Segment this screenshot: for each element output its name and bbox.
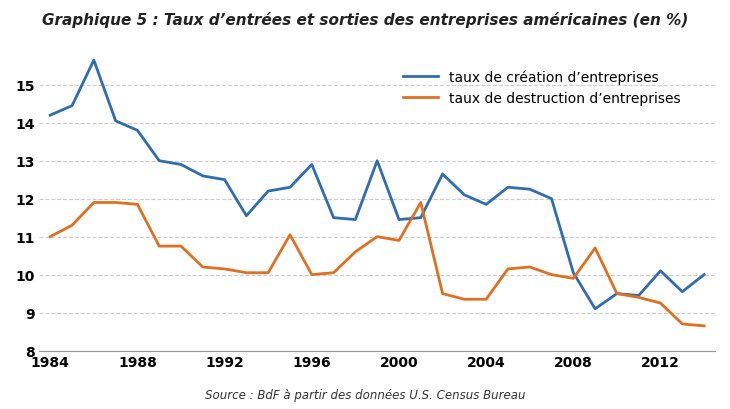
taux de création d’entreprises bbox=[569, 271, 577, 276]
taux de destruction d’entreprises bbox=[133, 202, 142, 207]
taux de destruction d’entreprises bbox=[199, 265, 207, 270]
taux de création d’entreprises bbox=[90, 58, 99, 63]
taux de destruction d’entreprises bbox=[285, 233, 294, 238]
taux de destruction d’entreprises bbox=[264, 271, 272, 276]
taux de destruction d’entreprises bbox=[504, 267, 512, 272]
taux de destruction d’entreprises bbox=[678, 322, 687, 327]
taux de destruction d’entreprises bbox=[612, 292, 621, 297]
taux de création d’entreprises bbox=[526, 187, 534, 192]
taux de destruction d’entreprises bbox=[460, 297, 469, 302]
taux de création d’entreprises bbox=[395, 218, 404, 222]
taux de création d’entreprises bbox=[460, 193, 469, 198]
taux de destruction d’entreprises bbox=[591, 246, 599, 251]
taux de destruction d’entreprises bbox=[569, 276, 577, 281]
taux de création d’entreprises bbox=[46, 113, 55, 118]
taux de création d’entreprises bbox=[177, 163, 185, 168]
taux de création d’entreprises bbox=[591, 307, 599, 312]
Line: taux de destruction d’entreprises: taux de destruction d’entreprises bbox=[50, 203, 704, 326]
taux de destruction d’entreprises bbox=[155, 244, 164, 249]
taux de création d’entreprises bbox=[416, 216, 425, 220]
taux de destruction d’entreprises bbox=[482, 297, 491, 302]
taux de destruction d’entreprises bbox=[395, 238, 404, 243]
taux de destruction d’entreprises bbox=[351, 250, 360, 255]
taux de création d’entreprises bbox=[155, 159, 164, 164]
taux de destruction d’entreprises bbox=[373, 235, 382, 240]
Line: taux de création d’entreprises: taux de création d’entreprises bbox=[50, 61, 704, 309]
Text: Source : BdF à partir des données U.S. Census Bureau: Source : BdF à partir des données U.S. C… bbox=[204, 388, 526, 401]
taux de création d’entreprises bbox=[548, 197, 556, 202]
taux de destruction d’entreprises bbox=[416, 200, 425, 205]
taux de création d’entreprises bbox=[678, 290, 687, 294]
taux de destruction d’entreprises bbox=[111, 200, 120, 205]
taux de destruction d’entreprises bbox=[634, 295, 643, 300]
Text: Graphique 5 : Taux d’entrées et sorties des entreprises américaines (en %): Graphique 5 : Taux d’entrées et sorties … bbox=[42, 12, 688, 28]
taux de destruction d’entreprises bbox=[700, 324, 709, 328]
Legend: taux de création d’entreprises, taux de destruction d’entreprises: taux de création d’entreprises, taux de … bbox=[396, 64, 688, 113]
taux de destruction d’entreprises bbox=[548, 272, 556, 277]
taux de création d’entreprises bbox=[373, 159, 382, 164]
taux de création d’entreprises bbox=[242, 214, 251, 219]
taux de destruction d’entreprises bbox=[329, 271, 338, 276]
taux de destruction d’entreprises bbox=[46, 235, 55, 240]
taux de destruction d’entreprises bbox=[526, 265, 534, 270]
taux de création d’entreprises bbox=[285, 185, 294, 190]
taux de création d’entreprises bbox=[656, 269, 665, 274]
taux de création d’entreprises bbox=[68, 104, 77, 109]
taux de destruction d’entreprises bbox=[220, 267, 229, 272]
taux de destruction d’entreprises bbox=[177, 244, 185, 249]
taux de création d’entreprises bbox=[438, 172, 447, 177]
taux de création d’entreprises bbox=[482, 202, 491, 207]
taux de création d’entreprises bbox=[634, 293, 643, 298]
taux de destruction d’entreprises bbox=[307, 272, 316, 277]
taux de création d’entreprises bbox=[111, 119, 120, 124]
taux de destruction d’entreprises bbox=[438, 292, 447, 297]
taux de destruction d’entreprises bbox=[656, 301, 665, 306]
taux de création d’entreprises bbox=[307, 163, 316, 168]
taux de destruction d’entreprises bbox=[242, 271, 251, 276]
taux de création d’entreprises bbox=[504, 185, 512, 190]
taux de création d’entreprises bbox=[220, 178, 229, 183]
taux de création d’entreprises bbox=[351, 218, 360, 222]
taux de destruction d’entreprises bbox=[68, 223, 77, 228]
taux de création d’entreprises bbox=[133, 128, 142, 133]
taux de création d’entreprises bbox=[700, 272, 709, 277]
taux de création d’entreprises bbox=[329, 216, 338, 220]
taux de destruction d’entreprises bbox=[90, 200, 99, 205]
taux de création d’entreprises bbox=[199, 174, 207, 179]
taux de création d’entreprises bbox=[612, 292, 621, 297]
taux de création d’entreprises bbox=[264, 189, 272, 194]
